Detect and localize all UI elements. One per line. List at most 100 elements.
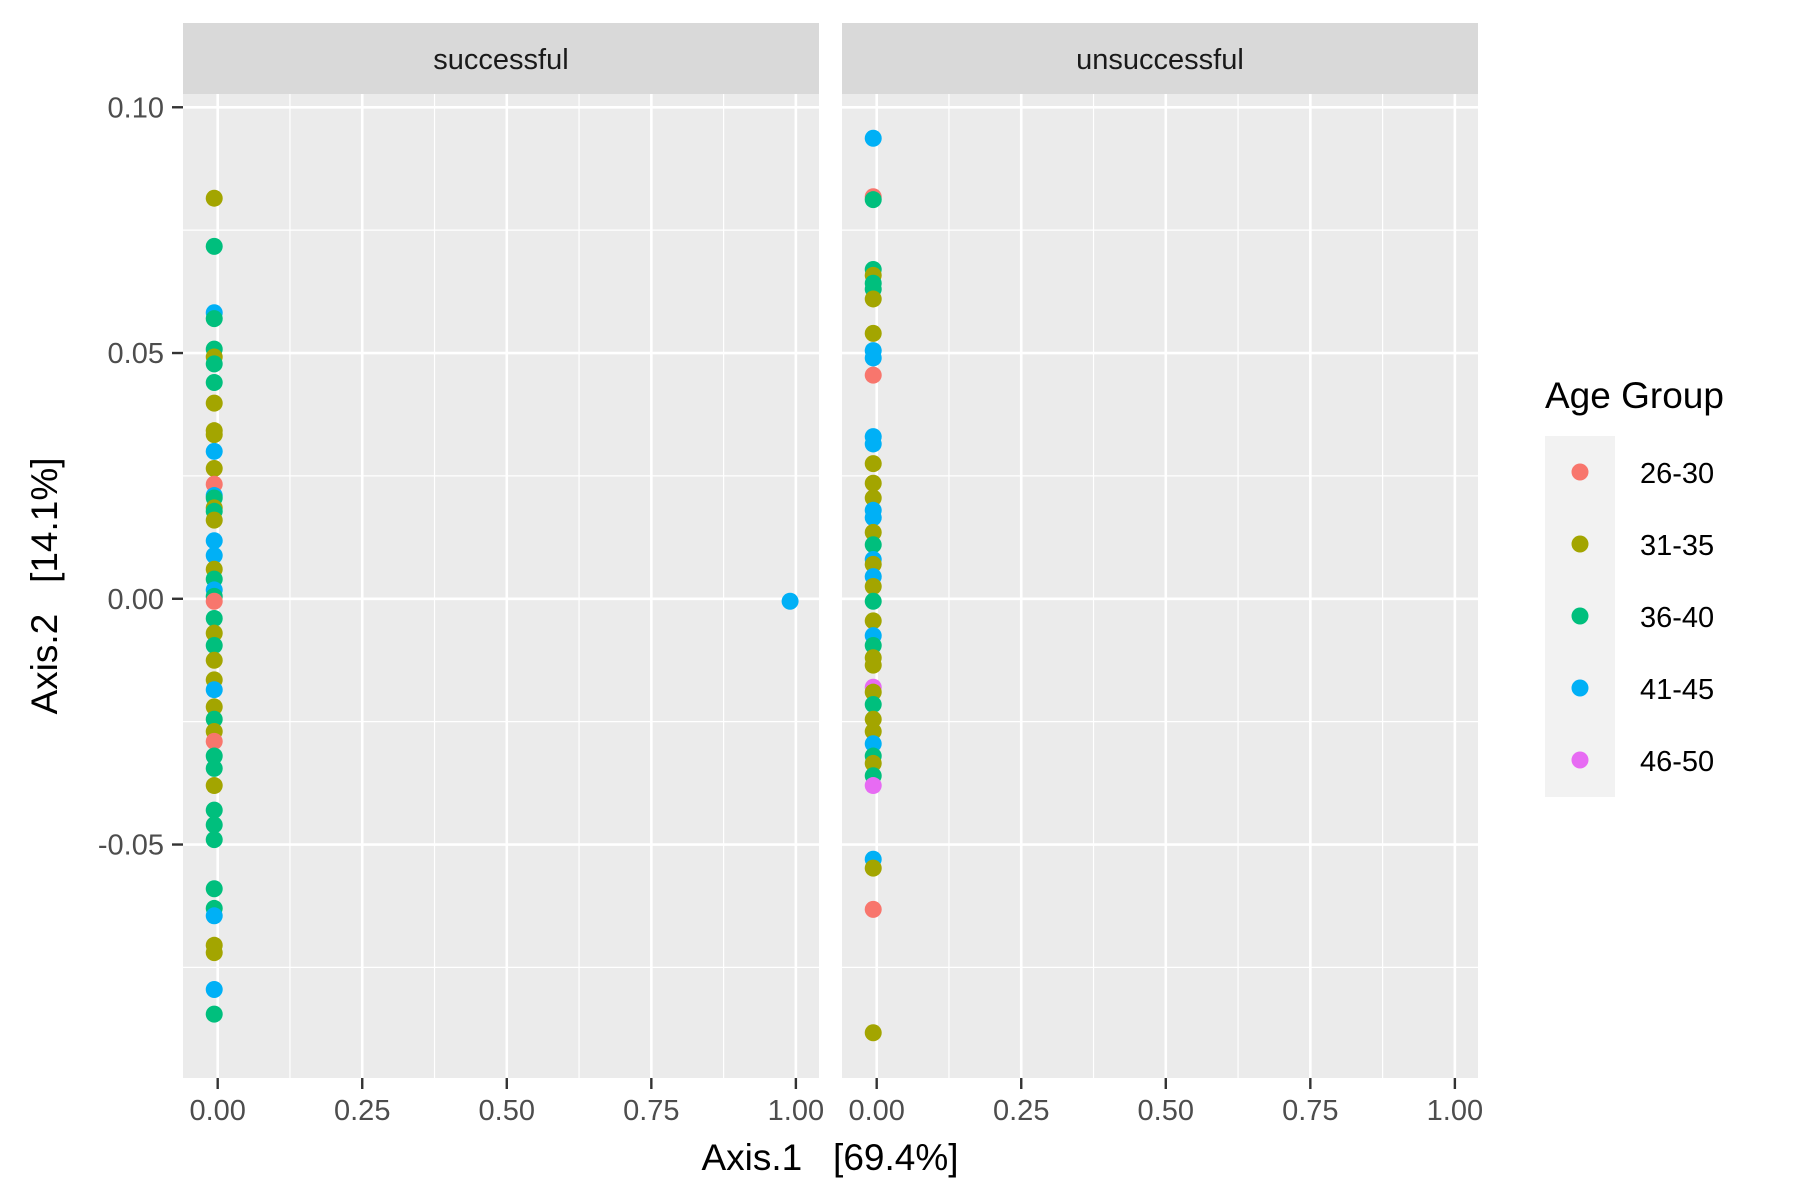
data-point-31-35 (864, 722, 882, 740)
data-point-31-35 (205, 651, 223, 669)
data-point-36-40 (205, 1005, 223, 1023)
data-point-31-35 (205, 394, 223, 412)
data-point-31-35 (864, 324, 882, 342)
data-point-31-35 (864, 683, 882, 701)
data-point-31-35 (864, 555, 882, 573)
data-point-31-35 (864, 489, 882, 507)
data-point-41-45 (205, 681, 223, 699)
gridlines-successful (183, 94, 819, 1078)
strip-label-successful: successful (433, 44, 568, 76)
data-point-31-35 (864, 1024, 882, 1042)
data-point-36-40 (205, 310, 223, 328)
y-axis-title: Axis.2 [14.1%] (24, 457, 65, 714)
x-axis-successful: 0.00 0.25 0.50 0.75 1.00 (189, 1078, 824, 1127)
x-tick-label: 0.50 (1138, 1095, 1194, 1127)
data-point-31-35 (864, 474, 882, 492)
data-point-41-45 (864, 435, 882, 453)
x-tick-label: 0.25 (334, 1095, 390, 1127)
legend-items: 26-30 31-35 36-40 41-45 46-50 (1571, 458, 1714, 778)
data-point-36-40 (205, 816, 223, 834)
facet-unsuccessful: unsuccessful (842, 23, 1478, 1078)
data-point-36-40 (205, 880, 223, 898)
data-point-41-45 (205, 981, 223, 999)
data-point-31-35 (864, 455, 882, 473)
panel-background-successful (183, 94, 819, 1078)
data-point-36-40 (205, 237, 223, 255)
data-point-26-30 (864, 366, 882, 384)
data-point-31-35 (864, 754, 882, 772)
data-point-31-35 (205, 777, 223, 795)
data-point-31-35 (864, 577, 882, 595)
y-tick-label: 0.05 (108, 338, 164, 370)
data-point-31-35 (205, 624, 223, 642)
legend-label: 31-35 (1640, 530, 1714, 562)
data-point-41-45 (205, 442, 223, 460)
data-point-41-45 (205, 547, 223, 565)
data-point-36-40 (205, 759, 223, 777)
data-point-31-35 (864, 656, 882, 674)
data-point-31-35 (864, 859, 882, 877)
x-tick-label: 0.00 (848, 1095, 904, 1127)
legend-label: 36-40 (1640, 602, 1714, 634)
data-point-26-30 (205, 732, 223, 750)
data-point-41-45 (864, 735, 882, 753)
data-point-31-35 (205, 460, 223, 478)
gridlines-unsuccessful (842, 94, 1478, 1078)
legend-label: 46-50 (1640, 746, 1714, 778)
data-point-36-40 (205, 636, 223, 654)
data-point-31-35 (205, 698, 223, 716)
strip-label-unsuccessful: unsuccessful (1076, 44, 1244, 76)
data-point-41-45 (781, 592, 799, 610)
data-point-41-45 (864, 509, 882, 527)
legend-label: 26-30 (1640, 458, 1714, 490)
data-point-36-40 (864, 592, 882, 610)
data-point-36-40 (205, 374, 223, 392)
x-axis-unsuccessful: 0.00 0.25 0.50 0.75 1.00 (848, 1078, 1483, 1127)
data-point-36-40 (864, 536, 882, 554)
x-tick-label: 0.75 (623, 1095, 679, 1127)
x-tick-label: 1.00 (768, 1095, 824, 1127)
legend-key-46-50 (1571, 751, 1589, 769)
data-point-31-35 (864, 523, 882, 541)
y-axis: -0.05 0.00 0.05 0.10 (98, 92, 183, 862)
points-unsuccessful (864, 129, 882, 1042)
x-tick-label: 0.25 (993, 1095, 1049, 1127)
data-point-36-40 (205, 831, 223, 849)
data-point-36-40 (864, 191, 882, 209)
y-tick-label: 0.10 (108, 92, 164, 124)
data-point-36-40 (205, 710, 223, 728)
data-point-36-40 (205, 609, 223, 627)
data-point-31-35 (864, 290, 882, 308)
legend-key-36-40 (1571, 607, 1589, 625)
y-tick-label: -0.05 (98, 830, 164, 862)
x-tick-label: 1.00 (1427, 1095, 1483, 1127)
legend-label: 41-45 (1640, 674, 1714, 706)
y-tick-label: 0.00 (108, 584, 164, 616)
x-tick-label: 0.75 (1282, 1095, 1338, 1127)
facet-successful: successful (183, 23, 819, 1078)
data-point-41-45 (205, 907, 223, 925)
x-axis-title: Axis.1 [69.4%] (701, 1137, 958, 1178)
strip-background-successful (183, 23, 819, 94)
data-point-36-40 (205, 801, 223, 819)
legend-key-26-30 (1571, 463, 1589, 481)
data-point-41-45 (205, 532, 223, 550)
data-point-31-35 (205, 426, 223, 444)
panel-background-unsuccessful (842, 94, 1478, 1078)
data-point-31-35 (864, 710, 882, 728)
legend-title: Age Group (1545, 375, 1724, 416)
data-point-41-45 (864, 129, 882, 147)
data-point-36-40 (864, 695, 882, 713)
data-point-31-35 (864, 612, 882, 630)
x-tick-label: 0.00 (189, 1095, 245, 1127)
data-point-46-50 (864, 777, 882, 795)
data-point-31-35 (205, 511, 223, 529)
data-point-26-30 (205, 592, 223, 610)
data-point-26-30 (864, 900, 882, 918)
strip-background-unsuccessful (842, 23, 1478, 94)
legend-key-31-35 (1571, 535, 1589, 553)
data-point-31-35 (205, 189, 223, 207)
data-point-41-45 (864, 349, 882, 367)
points-successful (205, 189, 799, 1023)
